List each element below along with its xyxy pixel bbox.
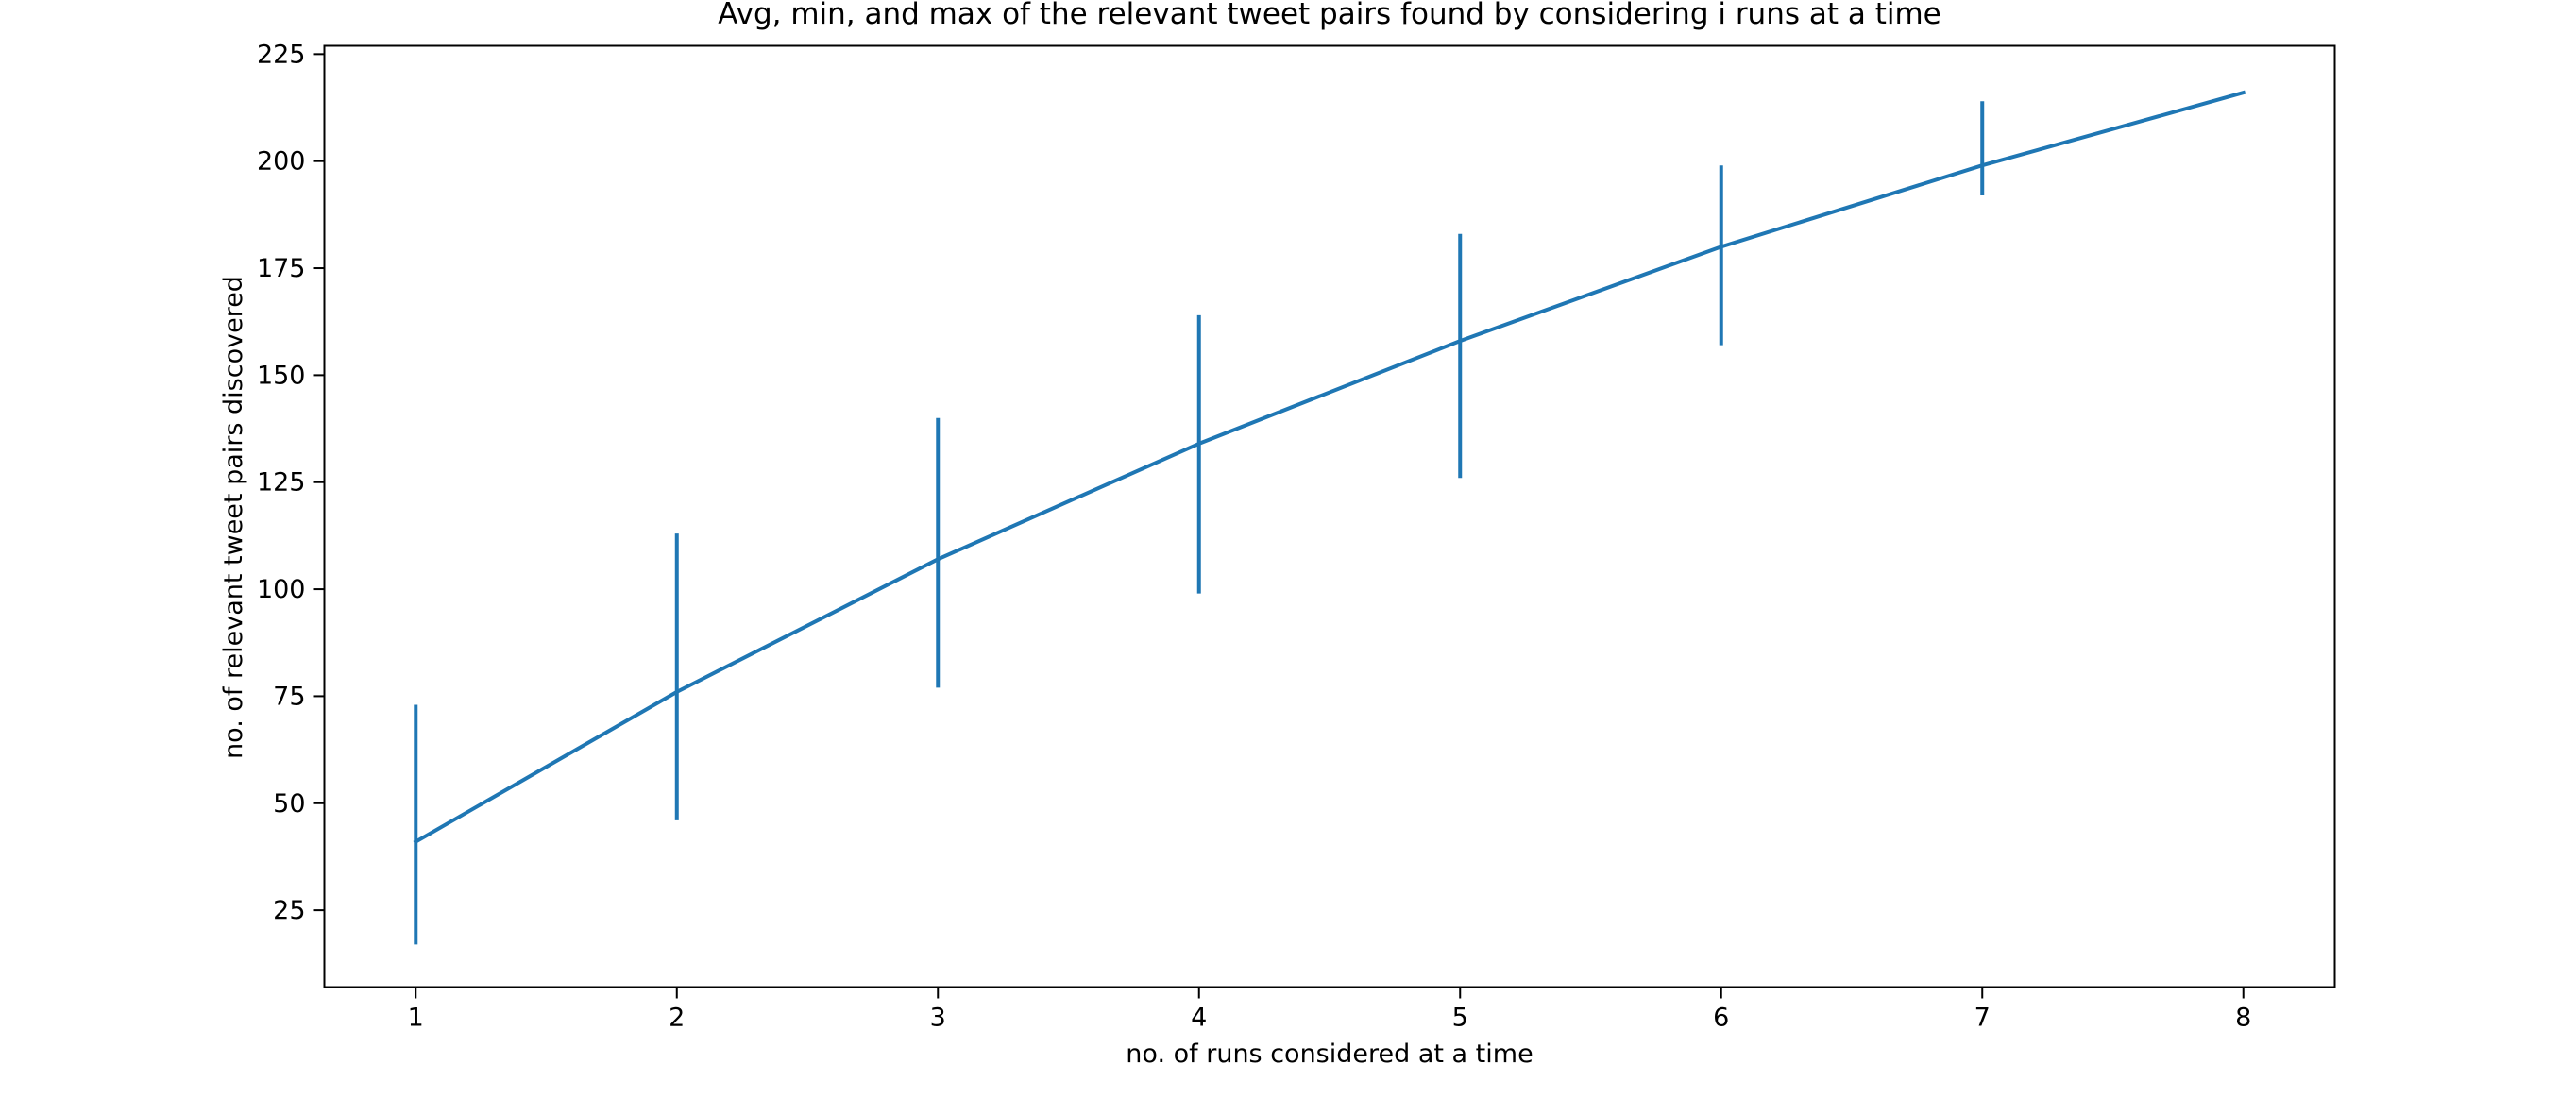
x-tick-label: 7	[1974, 1004, 1991, 1033]
x-tick-label: 6	[1713, 1004, 1729, 1033]
plot-frame	[323, 44, 2336, 988]
x-tick-label: 4	[1191, 1004, 1207, 1033]
y-tick-label: 200	[257, 147, 306, 177]
y-tick-label: 225	[257, 40, 306, 69]
y-tick-label: 150	[257, 361, 306, 390]
x-tick-label: 3	[930, 1004, 946, 1033]
chart-title: Avg, min, and max of the relevant tweet …	[718, 0, 1941, 31]
y-tick-label: 75	[273, 682, 305, 711]
series-layer	[413, 90, 2246, 945]
y-tick-label: 50	[273, 789, 305, 819]
y-axis-label: no. of relevant tweet pairs discovered	[219, 276, 248, 759]
y-axis-ticks: 25 50 75 100 125 150 175 200 225	[257, 40, 325, 925]
y-tick-label: 125	[257, 468, 306, 498]
x-tick-label: 5	[1452, 1004, 1468, 1033]
x-axis-ticks: 1 2 3 4 5 6 7 8	[408, 987, 2251, 1033]
x-axis-label: no. of runs considered at a time	[1126, 1039, 1533, 1069]
average-line	[413, 90, 2246, 845]
y-tick-label: 100	[257, 575, 306, 604]
x-tick-label: 2	[669, 1004, 685, 1033]
y-tick-label: 25	[273, 896, 305, 925]
y-tick-label: 175	[257, 254, 306, 283]
x-tick-label: 8	[2235, 1004, 2251, 1033]
x-tick-label: 1	[408, 1004, 424, 1033]
